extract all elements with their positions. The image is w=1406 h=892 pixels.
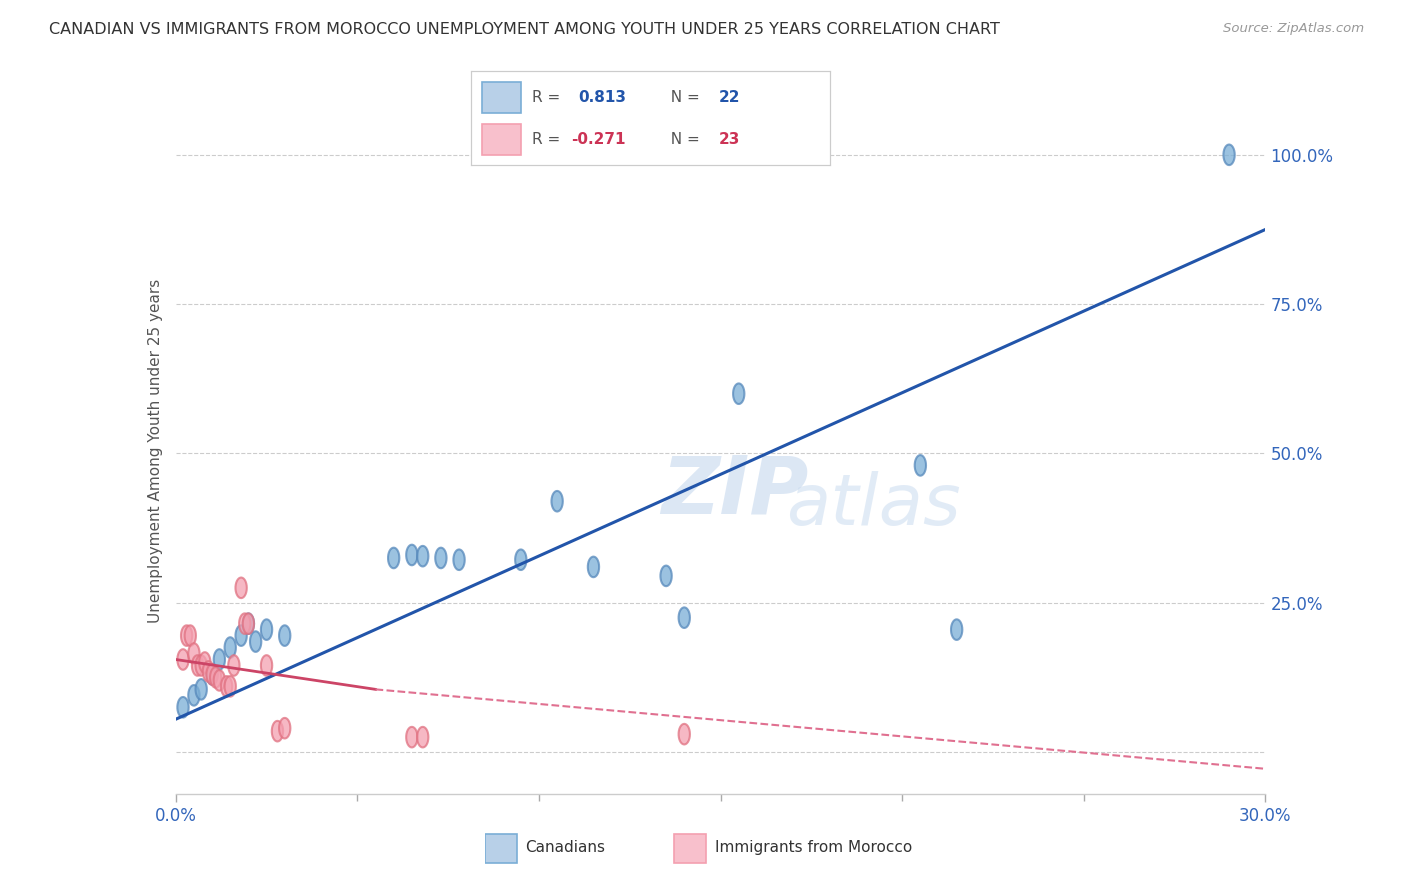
- Bar: [673, 834, 706, 863]
- Point: [219, 640, 242, 655]
- Point: [655, 569, 678, 583]
- Point: [190, 682, 212, 697]
- Text: atlas: atlas: [786, 471, 960, 540]
- Text: Immigrants from Morocco: Immigrants from Morocco: [714, 840, 911, 855]
- Text: CANADIAN VS IMMIGRANTS FROM MOROCCO UNEMPLOYMENT AMONG YOUTH UNDER 25 YEARS CORR: CANADIAN VS IMMIGRANTS FROM MOROCCO UNEM…: [49, 22, 1000, 37]
- Point: [274, 629, 297, 643]
- Text: -0.271: -0.271: [571, 132, 626, 147]
- Point: [447, 553, 470, 567]
- Bar: [485, 834, 516, 863]
- Text: N =: N =: [661, 89, 704, 104]
- Point: [256, 658, 278, 673]
- Point: [231, 581, 253, 595]
- Point: [1218, 148, 1240, 162]
- Point: [183, 647, 205, 661]
- Point: [201, 667, 224, 681]
- Text: 0.813: 0.813: [579, 89, 627, 104]
- Text: R =: R =: [531, 132, 565, 147]
- Point: [412, 549, 434, 564]
- Point: [179, 629, 201, 643]
- Point: [186, 658, 209, 673]
- Point: [172, 652, 194, 666]
- Point: [245, 634, 267, 648]
- Point: [509, 553, 531, 567]
- Point: [231, 629, 253, 643]
- Point: [382, 551, 405, 566]
- Text: N =: N =: [661, 132, 704, 147]
- Point: [727, 386, 749, 401]
- Point: [222, 658, 245, 673]
- Point: [401, 730, 423, 744]
- Text: Source: ZipAtlas.com: Source: ZipAtlas.com: [1223, 22, 1364, 36]
- Point: [582, 560, 605, 574]
- Point: [219, 679, 242, 693]
- Bar: [482, 82, 522, 112]
- Point: [201, 667, 224, 681]
- Point: [430, 551, 453, 566]
- Point: [910, 458, 932, 473]
- Text: R =: R =: [531, 89, 569, 104]
- Point: [194, 656, 217, 670]
- Point: [204, 670, 226, 684]
- Text: Canadians: Canadians: [526, 840, 606, 855]
- Point: [673, 610, 696, 624]
- Point: [215, 679, 238, 693]
- Point: [945, 623, 967, 637]
- Y-axis label: Unemployment Among Youth under 25 years: Unemployment Among Youth under 25 years: [148, 278, 163, 623]
- Point: [546, 494, 568, 508]
- Point: [266, 724, 288, 739]
- Point: [238, 616, 260, 631]
- Point: [673, 727, 696, 741]
- Point: [208, 673, 231, 688]
- Point: [256, 623, 278, 637]
- Text: 22: 22: [718, 89, 740, 104]
- Point: [274, 721, 297, 735]
- Point: [190, 658, 212, 673]
- Point: [183, 689, 205, 703]
- Point: [172, 700, 194, 714]
- Point: [176, 629, 198, 643]
- Bar: [482, 124, 522, 154]
- Text: ZIP: ZIP: [661, 452, 808, 531]
- Text: 23: 23: [718, 132, 740, 147]
- Point: [238, 616, 260, 631]
- Point: [233, 616, 256, 631]
- Point: [197, 665, 219, 679]
- Point: [208, 652, 231, 666]
- Point: [412, 730, 434, 744]
- Point: [401, 548, 423, 562]
